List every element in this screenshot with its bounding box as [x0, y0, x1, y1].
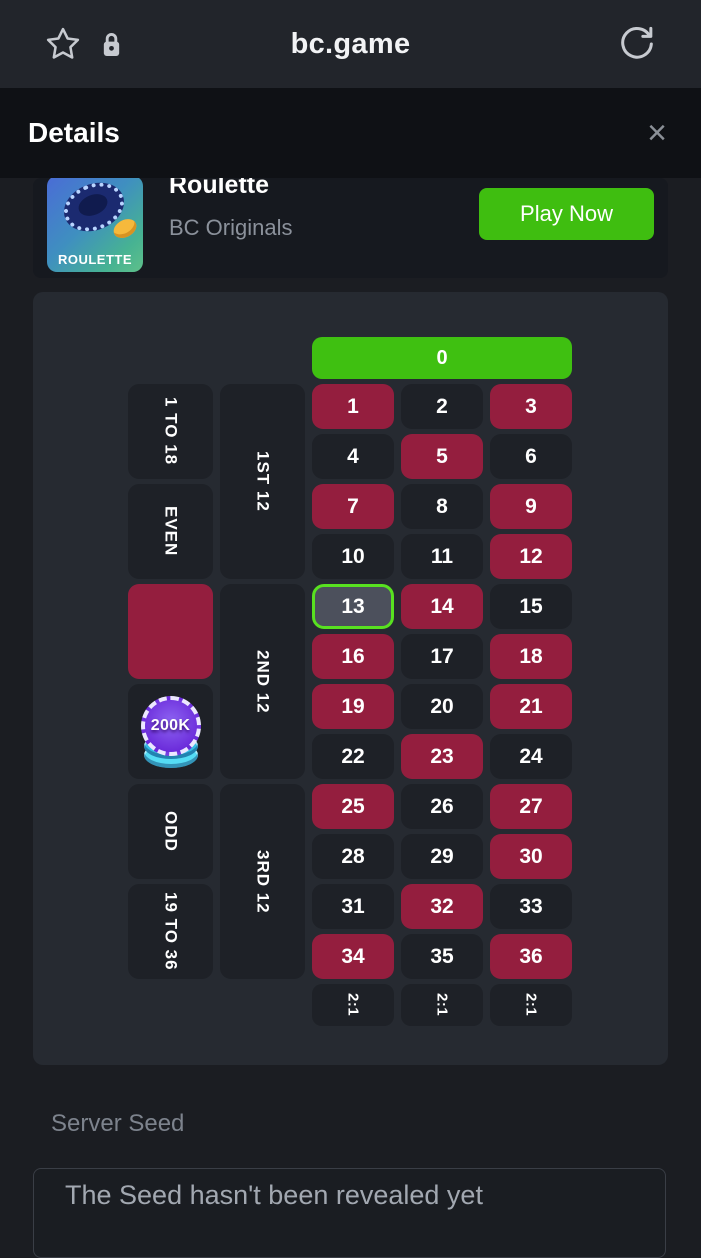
number-cell-25[interactable]: 25 [312, 784, 394, 829]
bet-column-2[interactable]: 2:1 [401, 984, 483, 1026]
bet-odd[interactable]: ODD [128, 784, 213, 879]
number-cell-13-winning[interactable]: 13 [312, 584, 394, 629]
bet-black[interactable]: 200K [128, 684, 213, 779]
lock-icon[interactable] [100, 30, 123, 59]
number-cell-31[interactable]: 31 [312, 884, 394, 929]
number-cell-14[interactable]: 14 [401, 584, 483, 629]
number-cell-10[interactable]: 10 [312, 534, 394, 579]
number-cell-33[interactable]: 33 [490, 884, 572, 929]
number-cell-17[interactable]: 17 [401, 634, 483, 679]
number-cell-6[interactable]: 6 [490, 434, 572, 479]
number-cell-12[interactable]: 12 [490, 534, 572, 579]
game-provider: BC Originals [169, 215, 293, 240]
number-cell-29[interactable]: 29 [401, 834, 483, 879]
number-cell-19[interactable]: 19 [312, 684, 394, 729]
bet-2nd-12[interactable]: 2ND 12 [220, 584, 305, 779]
number-cell-3[interactable]: 3 [490, 384, 572, 429]
number-cell-5[interactable]: 5 [401, 434, 483, 479]
close-icon[interactable]: × [647, 114, 667, 152]
number-cell-1[interactable]: 1 [312, 384, 394, 429]
page-title: bc.game [290, 27, 411, 60]
server-seed-value-box: The Seed hasn't been revealed yet [33, 1168, 666, 1258]
number-cell-15[interactable]: 15 [490, 584, 572, 629]
thumbnail-label: ROULETTE [57, 252, 133, 267]
number-cell-27[interactable]: 27 [490, 784, 572, 829]
bet-red[interactable] [128, 584, 213, 679]
bet-column-1[interactable]: 2:1 [312, 984, 394, 1026]
number-cell-24[interactable]: 24 [490, 734, 572, 779]
number-cell-21[interactable]: 21 [490, 684, 572, 729]
number-cell-8[interactable]: 8 [401, 484, 483, 529]
bet-1-to-18[interactable]: 1 TO 18 [128, 384, 213, 479]
server-seed-value: The Seed hasn't been revealed yet [65, 1180, 483, 1210]
number-cell-26[interactable]: 26 [401, 784, 483, 829]
number-cell-35[interactable]: 35 [401, 934, 483, 979]
number-cell-20[interactable]: 20 [401, 684, 483, 729]
server-seed-label: Server Seed [51, 1110, 185, 1137]
chip-value: 200K [150, 716, 191, 734]
bet-column-3[interactable]: 2:1 [490, 984, 572, 1026]
play-now-button[interactable]: Play Now [479, 188, 654, 240]
number-cell-22[interactable]: 22 [312, 734, 394, 779]
bookmark-star-icon[interactable] [44, 25, 82, 63]
bet-even[interactable]: EVEN [128, 484, 213, 579]
details-title: Details [28, 117, 120, 148]
refresh-icon[interactable] [617, 24, 657, 64]
number-cell-9[interactable]: 9 [490, 484, 572, 529]
bet-zero[interactable]: 0 [312, 337, 572, 379]
roulette-grid: 0 1 TO 18 EVEN 200K ODD 19 TO 36 1ST 12 … [128, 337, 572, 1026]
number-cell-23[interactable]: 23 [401, 734, 483, 779]
number-cell-30[interactable]: 30 [490, 834, 572, 879]
number-cell-7[interactable]: 7 [312, 484, 394, 529]
number-cell-18[interactable]: 18 [490, 634, 572, 679]
game-card: ROULETTE Roulette BC Originals Play Now [33, 178, 668, 278]
game-title: Roulette [169, 178, 269, 199]
number-cell-16[interactable]: 16 [312, 634, 394, 679]
number-cell-36[interactable]: 36 [490, 934, 572, 979]
bet-19-to-36[interactable]: 19 TO 36 [128, 884, 213, 979]
number-cell-4[interactable]: 4 [312, 434, 394, 479]
game-thumbnail: ROULETTE [47, 178, 143, 272]
game-info: Roulette BC Originals [169, 178, 292, 241]
chip-200k: 200K [140, 695, 202, 768]
number-cell-2[interactable]: 2 [401, 384, 483, 429]
number-cell-28[interactable]: 28 [312, 834, 394, 879]
number-cell-11[interactable]: 11 [401, 534, 483, 579]
browser-top-bar: bc.game [0, 0, 701, 88]
roulette-table-panel: 0 1 TO 18 EVEN 200K ODD 19 TO 36 1ST 12 … [33, 292, 668, 1065]
number-cell-34[interactable]: 34 [312, 934, 394, 979]
bet-1st-12[interactable]: 1ST 12 [220, 384, 305, 579]
details-header: Details × [0, 88, 701, 178]
number-cell-32[interactable]: 32 [401, 884, 483, 929]
bet-3rd-12[interactable]: 3RD 12 [220, 784, 305, 979]
